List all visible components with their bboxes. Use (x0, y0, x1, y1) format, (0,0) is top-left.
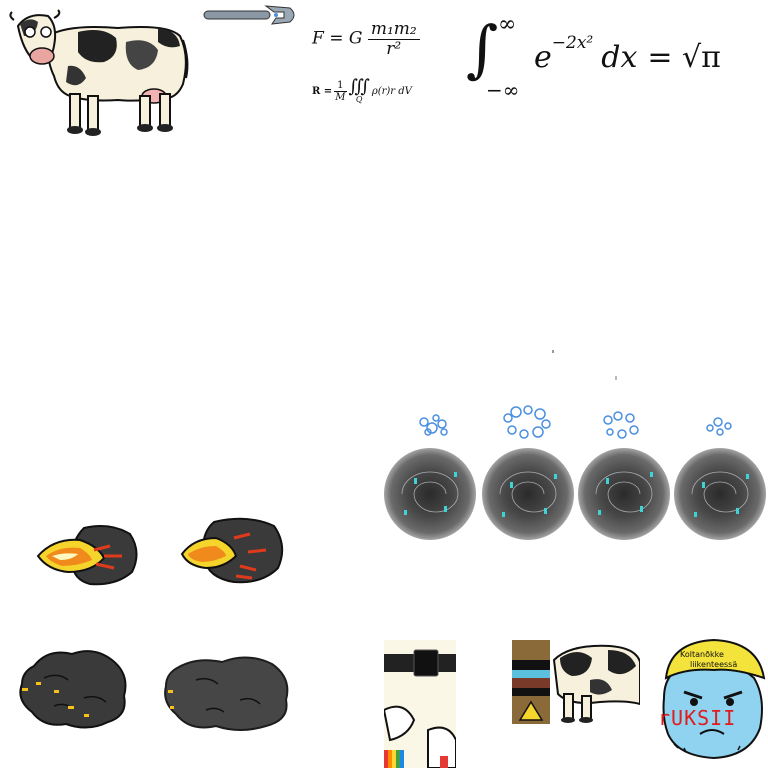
water-splash-sprite (600, 408, 642, 442)
cow-tile (550, 640, 640, 724)
water-splash-sprite (702, 414, 736, 438)
helmet-sign-line2: liikenteessä (680, 660, 737, 670)
belt-sprite (384, 640, 456, 768)
gravity-fraction: m₁m₂ r² (368, 20, 420, 58)
center-of-mass-formula: R = 1 M ∭ Q ρ(r)r dV (312, 78, 412, 104)
com-denominator: M (335, 92, 345, 103)
integral-sign: ∫ (466, 18, 498, 80)
helmet-sign-line1: Koltanðkke (680, 650, 737, 660)
differential: dx (601, 40, 637, 75)
integral-lower-limit: −∞ (486, 78, 519, 102)
smoke-sprite (160, 650, 296, 732)
helmet-sign-text: Koltanðkke liikenteessä (680, 650, 737, 670)
gaussian-integral-formula: ∫ ∞ −∞ e −2x² dx = √π (462, 12, 721, 102)
fireball-sprite (178, 514, 290, 588)
integrand-exponent: −2x² (552, 33, 593, 53)
speck (552, 350, 554, 353)
gravity-formula: F = G m₁m₂ r² (312, 20, 420, 58)
speck (615, 376, 617, 380)
com-fraction: 1 M (334, 80, 346, 103)
vortex-swirls (384, 448, 768, 540)
gravity-lhs: F = G (312, 29, 362, 49)
gravity-denominator: r² (386, 40, 401, 59)
belt-tile (384, 640, 456, 768)
water-splash-sprite (414, 410, 454, 440)
cow-sprite (8, 6, 193, 141)
water-splash-sprite (500, 404, 554, 442)
com-integrand: ρ(r)r dV (372, 86, 412, 97)
stamp-text: rUKSII (658, 706, 736, 730)
com-lhs: R = (312, 86, 332, 97)
integrand-base: e (534, 40, 552, 75)
com-integral-sign: ∭ (349, 78, 370, 96)
worker-face-sprite: Koltanðkke liikenteessä rUKSII (654, 638, 768, 760)
gaussian-result: = √π (647, 40, 721, 75)
wrench-icon (200, 4, 300, 28)
warning-sign-sprite (512, 640, 550, 724)
smoke-sprite (14, 644, 132, 730)
warning-tile (512, 640, 550, 724)
fireball-sprite (34, 520, 144, 590)
integral-upper-limit: ∞ (498, 12, 516, 37)
com-domain: Q (356, 96, 363, 104)
com-numerator: 1 (334, 80, 346, 92)
gravity-numerator: m₁m₂ (368, 20, 420, 40)
cow-closeup-sprite (550, 640, 640, 724)
